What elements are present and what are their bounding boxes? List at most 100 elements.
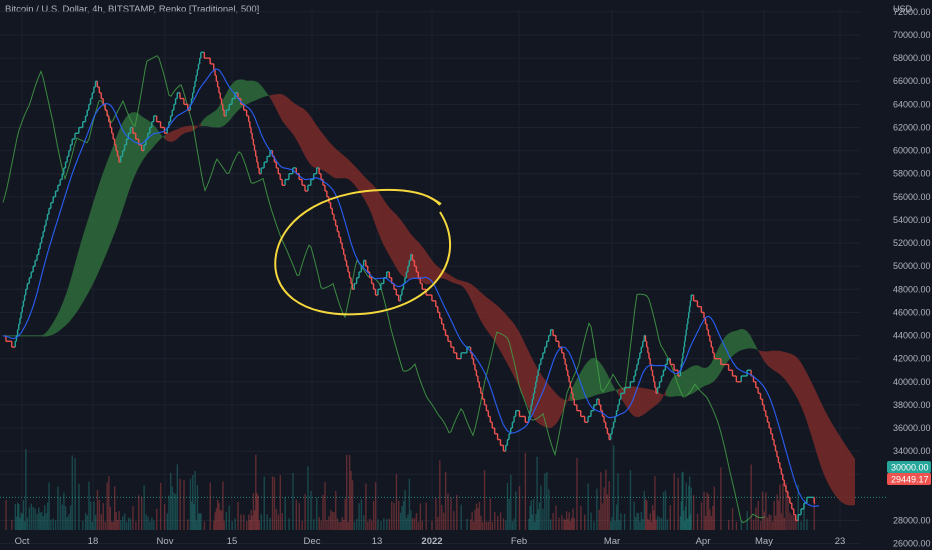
volume-bar bbox=[558, 517, 560, 530]
volume-bar bbox=[598, 509, 600, 530]
volume-bar bbox=[38, 507, 40, 530]
volume-bar bbox=[26, 517, 29, 530]
volume-bar bbox=[203, 521, 206, 530]
time-scale[interactable]: Oct 18 Nov 15 Dec 13 2022 Feb Mar Apr May 23 bbox=[15, 536, 846, 547]
volume-bar bbox=[82, 520, 84, 530]
volume-bar bbox=[534, 521, 536, 530]
cloud-segment bbox=[270, 93, 570, 429]
time-tick-label: May bbox=[755, 536, 773, 547]
volume-bar bbox=[374, 482, 377, 530]
volume-bar bbox=[712, 505, 714, 530]
volume-bar bbox=[19, 517, 21, 530]
price-tick-label: 60000.00 bbox=[893, 146, 931, 156]
volume-bar bbox=[487, 521, 490, 530]
volume-bar bbox=[453, 511, 455, 530]
volume-bar bbox=[407, 514, 409, 530]
volume-bar bbox=[685, 482, 687, 530]
volume-bar bbox=[39, 512, 42, 530]
volume-bar bbox=[129, 518, 132, 530]
volume-bar bbox=[295, 499, 298, 530]
volume-bar bbox=[511, 521, 514, 530]
volume-bar bbox=[761, 491, 764, 530]
volume-bar bbox=[803, 503, 805, 530]
volume-bar bbox=[345, 454, 348, 530]
volume-bar bbox=[171, 486, 174, 530]
price-tick-label: 40000.00 bbox=[893, 377, 931, 387]
volume-bar bbox=[688, 485, 690, 530]
volume-bar bbox=[277, 514, 280, 530]
volume-bar bbox=[118, 511, 120, 530]
volume-bar bbox=[391, 501, 393, 530]
volume-bar bbox=[766, 517, 769, 530]
volume-bar bbox=[330, 510, 332, 530]
volume-bar bbox=[168, 495, 170, 530]
volume-bar bbox=[431, 520, 433, 530]
volume-bar bbox=[74, 458, 76, 530]
volume-bar bbox=[353, 521, 356, 530]
volume-bar bbox=[256, 493, 258, 530]
volume-bar bbox=[700, 502, 703, 530]
volume-bar bbox=[612, 445, 615, 530]
volume-bar bbox=[64, 506, 67, 530]
volume-bar bbox=[576, 457, 578, 530]
volume-bar bbox=[71, 455, 73, 530]
ma-line bbox=[2, 68, 820, 508]
volume-bar bbox=[140, 496, 143, 530]
volume-bar bbox=[640, 511, 643, 530]
price-tick-label: 68000.00 bbox=[893, 53, 931, 63]
volume-bar bbox=[466, 518, 468, 530]
volume-bar bbox=[273, 477, 276, 530]
volume-bar bbox=[380, 521, 382, 530]
volume-bar bbox=[419, 503, 422, 530]
volume-bar bbox=[593, 521, 595, 530]
volume-bar bbox=[537, 509, 539, 530]
volume-bar bbox=[316, 497, 318, 530]
volume-bar bbox=[647, 519, 649, 530]
volume-bar bbox=[654, 476, 656, 530]
volume-bar bbox=[664, 490, 667, 530]
volume-bar bbox=[106, 482, 108, 530]
volume-bar bbox=[176, 464, 179, 530]
volume-bar bbox=[93, 501, 95, 530]
volume-bar bbox=[250, 510, 252, 530]
volume-bar bbox=[66, 516, 68, 530]
volume-bar bbox=[696, 513, 699, 530]
volume-bar bbox=[508, 498, 510, 530]
volume-bar bbox=[797, 484, 799, 530]
volume-bar bbox=[111, 521, 113, 530]
volume-bar bbox=[322, 494, 324, 530]
volume-bar bbox=[288, 518, 290, 530]
volume-bar bbox=[292, 472, 294, 530]
volume-bar bbox=[757, 500, 759, 530]
volume-bar bbox=[475, 503, 478, 530]
volume-bar bbox=[634, 516, 637, 530]
volume-bars bbox=[5, 445, 815, 530]
volume-bar bbox=[536, 456, 538, 530]
price-tick-label: 42000.00 bbox=[893, 354, 931, 364]
volume-bar bbox=[298, 503, 300, 530]
volume-bar bbox=[333, 512, 335, 530]
volume-bar bbox=[237, 501, 239, 530]
volume-bar bbox=[706, 492, 708, 530]
volume-bar bbox=[489, 498, 492, 530]
volume-bar bbox=[347, 521, 349, 530]
volume-bar bbox=[120, 520, 122, 530]
volume-bar bbox=[341, 517, 344, 530]
volume-bar bbox=[410, 510, 412, 530]
volume-bar bbox=[69, 505, 72, 530]
last-price-badge bbox=[887, 461, 931, 473]
volume-bar bbox=[437, 516, 439, 530]
volume-bar bbox=[166, 513, 169, 530]
volume-bar bbox=[648, 520, 650, 530]
volume-bar bbox=[731, 508, 734, 530]
price-tick-label: 38000.00 bbox=[893, 400, 931, 410]
volume-bar bbox=[535, 514, 537, 530]
volume-bar bbox=[156, 508, 158, 530]
volume-bar bbox=[21, 513, 24, 530]
volume-bar bbox=[567, 519, 569, 530]
volume-bar bbox=[568, 512, 570, 530]
volume-bar bbox=[481, 521, 484, 530]
volume-bar bbox=[336, 518, 339, 530]
volume-bar bbox=[787, 496, 789, 530]
